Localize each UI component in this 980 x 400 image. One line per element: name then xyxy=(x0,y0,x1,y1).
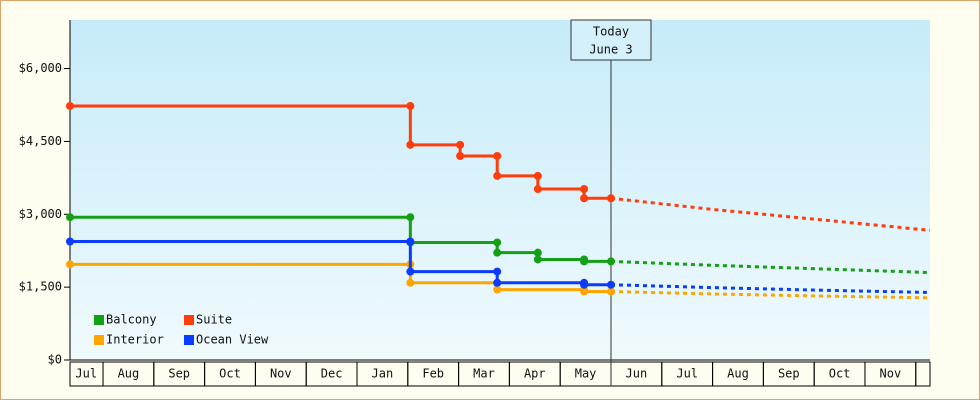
legend-swatch xyxy=(94,335,104,345)
price-point xyxy=(580,257,589,266)
price-point xyxy=(406,213,415,222)
y-tick-label: $3,000 xyxy=(19,207,62,221)
today-label: June 3 xyxy=(589,43,632,57)
price-point xyxy=(580,194,589,203)
forecast-line xyxy=(610,290,931,300)
price-point xyxy=(493,278,502,287)
price-point xyxy=(406,237,415,246)
y-tick-label: $6,000 xyxy=(19,61,62,75)
legend-swatch xyxy=(184,315,194,325)
legend-swatch xyxy=(94,315,104,325)
y-tick-label: $4,500 xyxy=(19,134,62,148)
price-point xyxy=(606,257,615,266)
x-tick-label: May xyxy=(575,367,597,381)
price-point xyxy=(580,280,589,289)
x-tick-label: Oct xyxy=(219,367,241,381)
price-point xyxy=(533,248,542,257)
y-tick-label: $0 xyxy=(48,353,62,367)
plot-area xyxy=(70,20,930,360)
x-tick-label: Jun xyxy=(626,367,648,381)
price-point xyxy=(580,287,589,296)
price-point xyxy=(493,267,502,276)
forecast-line xyxy=(610,259,931,275)
price-point xyxy=(493,171,502,180)
price-point xyxy=(66,101,74,110)
price-point xyxy=(456,152,465,160)
x-tick-label: Sep xyxy=(168,367,190,381)
x-tick-label: Feb xyxy=(422,367,444,381)
forecast-line xyxy=(610,283,931,294)
x-tick-label: Aug xyxy=(727,367,749,381)
x-tick-label: Apr xyxy=(524,367,546,381)
legend-label: Interior xyxy=(106,333,164,347)
price-point xyxy=(493,238,502,247)
today-box xyxy=(570,19,652,61)
x-tick-box xyxy=(915,361,931,387)
legend-swatch xyxy=(184,335,194,345)
price-point xyxy=(606,280,615,289)
price-point xyxy=(406,267,415,276)
price-point xyxy=(606,287,615,296)
price-point xyxy=(606,194,615,203)
price-point xyxy=(493,285,502,294)
price-point xyxy=(66,213,74,222)
x-tick-label: Oct xyxy=(829,367,851,381)
price-point xyxy=(66,237,74,246)
x-tick-label: Aug xyxy=(118,367,140,381)
price-point xyxy=(533,185,542,194)
price-point xyxy=(493,152,502,160)
forecast-line xyxy=(610,196,931,232)
price-point xyxy=(66,260,74,269)
x-tick-label: Nov xyxy=(880,367,902,381)
price-point xyxy=(533,171,542,180)
x-tick-label: Mar xyxy=(473,367,495,381)
y-tick-label: $1,500 xyxy=(19,280,62,294)
x-tick-label: Dec xyxy=(321,367,343,381)
legend-label: Suite xyxy=(196,313,232,327)
price-point xyxy=(406,101,415,110)
price-point xyxy=(406,278,415,287)
x-tick-label: Jul xyxy=(676,367,698,381)
x-tick-label: Nov xyxy=(270,367,292,381)
price-point xyxy=(580,185,589,194)
content: $0 $1,500 $3,000 $4,500 $6,000 Jul Aug Sep Oct No… xyxy=(19,19,931,387)
x-tick-label: Jan xyxy=(372,367,394,381)
x-tick-label: Jul xyxy=(75,367,97,381)
price-point xyxy=(406,140,415,149)
price-point xyxy=(456,140,465,149)
price-point xyxy=(493,248,502,257)
today-label: Today xyxy=(593,25,629,39)
legend-label: Balcony xyxy=(106,313,157,327)
price-point xyxy=(533,255,542,264)
x-tick-label: Sep xyxy=(778,367,800,381)
legend-label: Ocean View xyxy=(196,333,269,347)
